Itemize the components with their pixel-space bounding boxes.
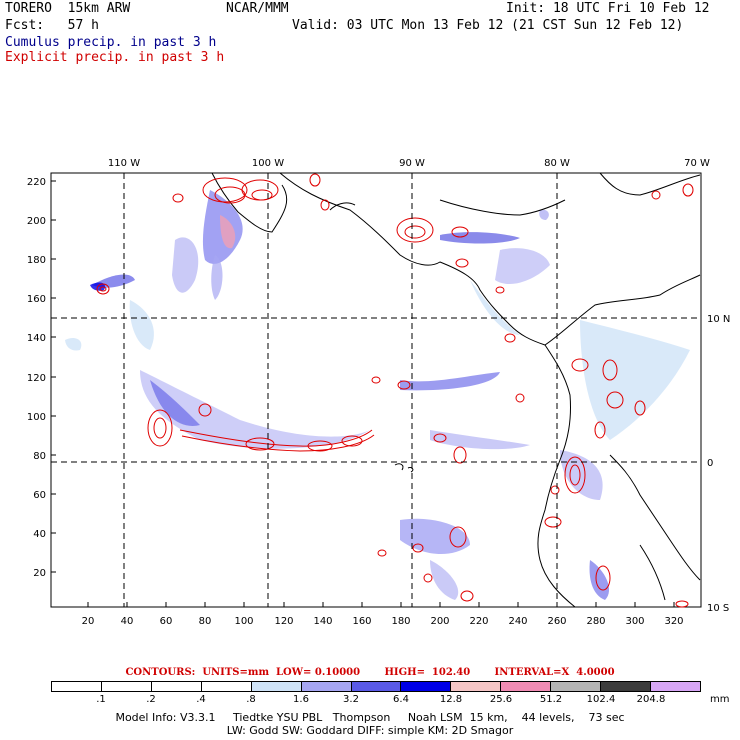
lon-label: 110 W: [108, 158, 140, 169]
colorbar-swatch: [351, 682, 402, 691]
x-tick-label: 80: [199, 616, 212, 627]
lon-label: 80 W: [544, 158, 570, 169]
y-tick-label: 20: [33, 568, 46, 579]
x-tick-label: 200: [430, 616, 449, 627]
colorbar-swatch: [601, 682, 652, 691]
y-tick-label: 60: [33, 490, 46, 501]
y-tick-label: 160: [27, 294, 46, 305]
x-tick-label: 300: [625, 616, 644, 627]
y-tick-label: 40: [33, 529, 46, 540]
lat-label: 10 S: [707, 603, 729, 614]
colorbar-swatch: [201, 682, 252, 691]
x-tick-label: 320: [664, 616, 683, 627]
colorbar-swatch: [401, 682, 452, 691]
y-tick-label: 180: [27, 255, 46, 266]
x-tick-label: 160: [352, 616, 371, 627]
colorbar-label: 204.8: [636, 694, 666, 705]
x-tick-label: 220: [469, 616, 488, 627]
x-tick-label: 120: [274, 616, 293, 627]
lon-label: 100 W: [252, 158, 284, 169]
colorbar-swatch: [651, 682, 700, 691]
model-info: Model Info: V3.3.1 Tiedtke YSU PBL Thomp…: [115, 711, 625, 724]
colorbar-swatch: [101, 682, 152, 691]
colorbar-label: 12.8: [439, 694, 463, 705]
model-title: TORERO 15km ARW: [5, 1, 131, 16]
colorbar-swatch: [301, 682, 352, 691]
colorbar-label: .1: [96, 694, 106, 705]
colorbar-label: .4: [196, 694, 206, 705]
colorbar-label: 102.4: [586, 694, 616, 705]
x-tick-label: 280: [586, 616, 605, 627]
x-tick-label: 20: [82, 616, 95, 627]
colorbar-swatch: [52, 682, 102, 691]
org-label: NCAR/MMM: [226, 1, 289, 16]
y-tick-label: 80: [33, 451, 46, 462]
colorbar-label: .8: [246, 694, 256, 705]
lat-label: 0: [707, 458, 713, 469]
colorbar-label: 3.2: [343, 694, 359, 705]
y-tick-label: 120: [27, 373, 46, 384]
colorbar-swatch: [551, 682, 602, 691]
cumulus-precip-areas: [65, 190, 690, 600]
colorbar-swatch: [251, 682, 302, 691]
forecast-hour: Fcst: 57 h: [5, 18, 99, 33]
colorbar-label: 6.4: [393, 694, 409, 705]
coastlines: [211, 172, 701, 608]
colorbar-label: 1.6: [293, 694, 309, 705]
colorbar-swatch: [151, 682, 202, 691]
lon-label: 70 W: [684, 158, 710, 169]
x-tick-label: 40: [121, 616, 134, 627]
colorbar-units: mm: [710, 694, 730, 705]
colorbar-label: 51.2: [539, 694, 563, 705]
lon-label: 90 W: [399, 158, 425, 169]
model-physics: LW: Godd SW: Goddard DIFF: simple KM: 2D…: [226, 724, 514, 737]
x-tick-label: 260: [547, 616, 566, 627]
y-tick-label: 140: [27, 333, 46, 344]
colorbar: [51, 681, 701, 692]
y-tick-label: 220: [27, 177, 46, 188]
x-tick-label: 140: [313, 616, 332, 627]
graticule: [51, 173, 701, 607]
tick-marks: [51, 180, 675, 607]
init-time: Init: 18 UTC Fri 10 Feb 12: [506, 1, 710, 16]
colorbar-swatch: [501, 682, 552, 691]
colorbar-swatch: [451, 682, 502, 691]
x-tick-label: 100: [234, 616, 253, 627]
lat-label: 10 N: [707, 314, 730, 325]
explicit-precip-contours: [96, 173, 694, 608]
contour-info: CONTOURS: UNITS=mm LOW= 0.10000 HIGH= 10…: [125, 667, 615, 678]
y-tick-label: 200: [27, 216, 46, 227]
y-tick-label: 100: [27, 412, 46, 423]
valid-time: Valid: 03 UTC Mon 13 Feb 12 (21 CST Sun …: [292, 18, 684, 33]
legend-cumulus: Cumulus precip. in past 3 h: [5, 35, 217, 50]
colorbar-label: 25.6: [489, 694, 513, 705]
colorbar-label: .2: [146, 694, 156, 705]
x-tick-label: 180: [391, 616, 410, 627]
x-tick-label: 60: [160, 616, 173, 627]
legend-explicit: Explicit precip. in past 3 h: [5, 50, 225, 65]
x-tick-label: 240: [508, 616, 527, 627]
